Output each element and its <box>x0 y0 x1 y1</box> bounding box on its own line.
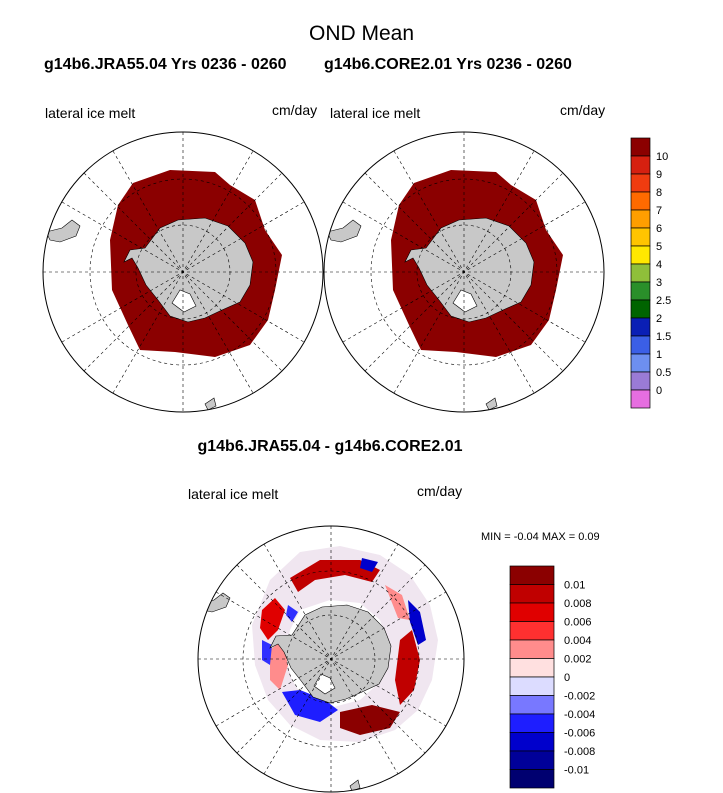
diff-colorbar-swatch <box>509 695 555 715</box>
diff-colorbar-swatch <box>509 602 555 622</box>
diff-colorbar-swatch <box>509 621 555 641</box>
diff-colorbar-label: 0.002 <box>564 654 592 666</box>
left-new-zealand <box>204 397 217 411</box>
top-colorbar-swatch <box>630 263 651 283</box>
top-colorbar-label: 9 <box>656 169 662 181</box>
top-colorbar-swatch <box>630 209 651 229</box>
right-panel-header: g14b6.CORE2.01 Yrs 0236 - 0260 <box>324 56 572 73</box>
left-graticule <box>43 132 323 412</box>
diff-colorbar-swatch <box>509 769 555 789</box>
top-colorbar-swatch <box>630 353 651 373</box>
right-polar-map <box>323 131 605 413</box>
right-ross-ice-shelf <box>452 289 478 313</box>
top-colorbar-label: 1 <box>656 349 662 361</box>
diff-colorbar-swatch <box>509 676 555 696</box>
right-map-border <box>323 131 605 413</box>
diff-colorbar-label: 0.004 <box>564 635 592 647</box>
top-colorbar-swatch <box>630 245 651 265</box>
top-colorbar-swatch <box>630 335 651 355</box>
top-colorbar-label: 2.5 <box>656 295 671 307</box>
diff-colorbar-swatch <box>509 713 555 733</box>
top-colorbar-swatch <box>630 281 651 301</box>
diff-red-south <box>340 705 400 735</box>
diff-colorbar-label: 0 <box>564 672 570 684</box>
diff-red-east <box>395 630 420 705</box>
top-colorbar-swatch <box>630 173 651 193</box>
top-colorbar-swatch <box>630 389 651 409</box>
diff-colorbar-swatch <box>509 639 555 659</box>
top-colorbar-label: 5 <box>656 241 662 253</box>
top-colorbar-label: 1.5 <box>656 331 671 343</box>
diff-new-zealand <box>349 779 361 792</box>
right-south-america <box>326 219 362 243</box>
top-colorbar-swatch <box>630 191 651 211</box>
top-colorbar-label: 0.5 <box>656 367 671 379</box>
diff-map-border <box>197 525 465 793</box>
diff-colorbar-swatch <box>509 732 555 752</box>
left-south-america <box>45 219 81 243</box>
diff-blue-north <box>360 558 378 572</box>
left-panel-header: g14b6.JRA55.04 Yrs 0236 - 0260 <box>44 56 287 73</box>
diff-colorbar-swatch <box>509 565 555 585</box>
diff-colorbar-swatch <box>509 658 555 678</box>
top-colorbar-swatch <box>630 227 651 247</box>
diff-colorbar-swatch <box>509 584 555 604</box>
diff-units-label: cm/day <box>417 483 463 499</box>
left-variable-label: lateral ice melt <box>45 105 136 121</box>
diff-variable-label: lateral ice melt <box>188 486 279 502</box>
diff-south-america <box>199 592 231 613</box>
right-new-zealand <box>485 397 498 411</box>
top-colorbar-label: 3 <box>656 277 662 289</box>
diff-blue-east <box>408 600 426 645</box>
diff-polar-map <box>197 525 465 793</box>
right-variable-label: lateral ice melt <box>330 105 421 121</box>
left-ross-ice-shelf <box>171 289 197 313</box>
diff-colorbar-label: -0.006 <box>564 728 595 740</box>
top-colorbar-swatch <box>630 317 651 337</box>
diff-colorbar-label: 0.006 <box>564 617 592 629</box>
diff-colorbar: 0.01 0.008 0.006 0.004 0.002 0 -0.002 -0.004 -0.… <box>509 565 595 789</box>
diff-blue-south <box>282 690 338 722</box>
top-colorbar-label: 6 <box>656 223 662 235</box>
diff-colorbar-label: -0.004 <box>564 709 595 721</box>
top-colorbar: 10 9 8 7 6 5 4 3 2.5 2 1.5 1 0.5 0 <box>630 137 671 409</box>
diff-colorbar-label: -0.008 <box>564 746 595 758</box>
top-colorbar-swatch <box>630 371 651 391</box>
left-polar-map <box>42 131 324 413</box>
top-colorbar-swatch <box>630 155 651 175</box>
diff-graticule <box>198 526 464 792</box>
diff-blue-west <box>262 605 298 665</box>
figure-title: OND Mean <box>308 22 415 45</box>
top-colorbar-label: 8 <box>656 187 662 199</box>
top-colorbar-swatch <box>630 137 651 157</box>
diff-red-arc-north <box>290 560 380 592</box>
left-units-label: cm/day <box>272 102 318 118</box>
diff-colorbar-label: -0.002 <box>564 691 595 703</box>
top-colorbar-label: 7 <box>656 205 662 217</box>
right-units-label: cm/day <box>560 102 606 118</box>
top-colorbar-label: 2 <box>656 313 662 325</box>
diff-pink-patches <box>270 585 410 690</box>
diff-colorbar-label: -0.01 <box>564 765 589 777</box>
diff-colorbar-swatch <box>509 750 555 770</box>
diff-colorbar-label: 0.008 <box>564 598 592 610</box>
top-colorbar-label: 0 <box>656 385 662 397</box>
diff-colorbar-label: 0.01 <box>564 580 585 592</box>
diff-red-west <box>260 598 285 640</box>
top-colorbar-label: 4 <box>656 259 662 271</box>
diff-min-max-text: MIN = -0.04 MAX = 0.09 <box>481 531 600 543</box>
left-map-border <box>42 131 324 413</box>
diff-panel-header: g14b6.JRA55.04 - g14b6.CORE2.01 <box>197 438 463 455</box>
right-graticule <box>324 132 604 412</box>
top-colorbar-swatch <box>630 299 651 319</box>
top-colorbar-label: 10 <box>656 151 668 163</box>
